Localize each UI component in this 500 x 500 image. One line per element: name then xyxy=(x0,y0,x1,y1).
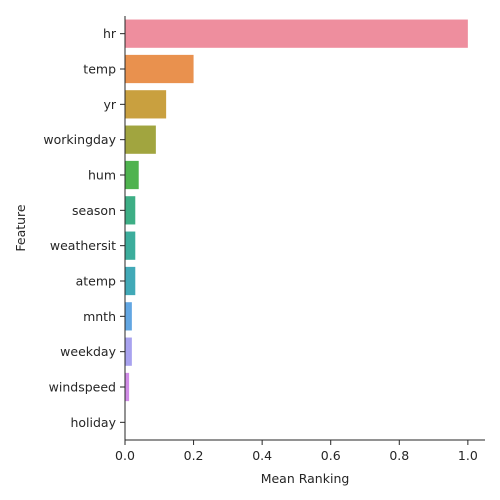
x-ticks: 0.0 0.2 0.4 0.6 0.8 1.0 xyxy=(115,440,478,463)
bar-yr xyxy=(125,90,167,119)
y-tick-label-hr: hr xyxy=(103,26,117,41)
bar-workingday xyxy=(125,125,156,154)
bar-hr xyxy=(125,19,468,48)
x-tick-label-4: 0.8 xyxy=(389,448,409,463)
bar-season xyxy=(125,196,136,225)
y-tick-label-mnth: mnth xyxy=(83,309,116,324)
x-tick-label-0: 0.0 xyxy=(115,448,135,463)
bar-weathersit xyxy=(125,231,136,260)
bars-group xyxy=(125,19,468,402)
y-tick-label-weathersit: weathersit xyxy=(50,238,116,253)
bar-mnth xyxy=(125,302,132,331)
x-tick-label-2: 0.4 xyxy=(252,448,272,463)
y-tick-label-windspeed: windspeed xyxy=(49,380,116,395)
y-tick-label-temp: temp xyxy=(83,62,116,77)
y-tick-label-weekday: weekday xyxy=(60,344,116,359)
y-tick-label-workingday: workingday xyxy=(43,132,116,147)
bar-hum xyxy=(125,160,139,190)
y-axis-title: Feature xyxy=(13,204,28,252)
x-tick-label-1: 0.2 xyxy=(184,448,204,463)
y-tick-labels: hr temp yr workingday hum season weathersit ate… xyxy=(43,26,125,430)
y-tick-label-atemp: atemp xyxy=(76,274,116,289)
y-tick-label-hum: hum xyxy=(88,168,116,183)
bar-atemp xyxy=(125,266,136,296)
bar-weekday xyxy=(125,337,132,366)
y-tick-label-yr: yr xyxy=(103,97,116,112)
y-tick-label-holiday: holiday xyxy=(70,415,116,430)
bar-temp xyxy=(125,54,194,84)
bar-windspeed xyxy=(125,372,130,402)
x-tick-label-5: 1.0 xyxy=(458,448,478,463)
x-axis-title: Mean Ranking xyxy=(261,471,350,486)
x-tick-label-3: 0.6 xyxy=(321,448,341,463)
y-tick-label-season: season xyxy=(72,203,116,218)
